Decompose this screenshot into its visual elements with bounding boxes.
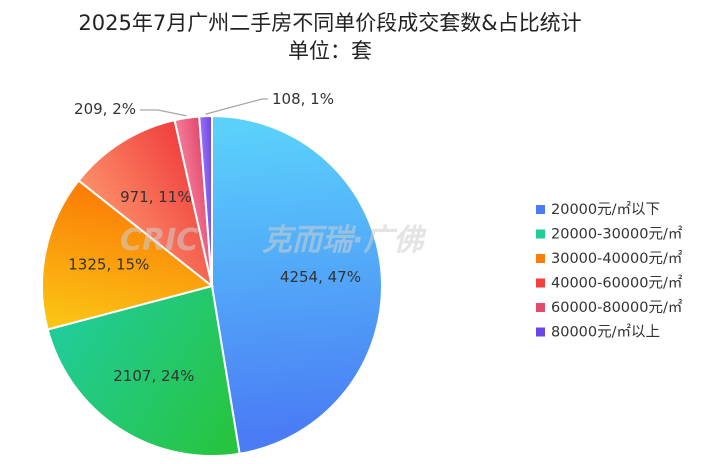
legend-label: 40000-60000元/㎡ (551, 275, 683, 292)
leader-lines (140, 98, 268, 117)
legend-swatch (536, 254, 545, 263)
data-label: 1325, 15% (68, 256, 149, 274)
legend-swatch (536, 327, 545, 337)
legend-label: 60000-80000元/㎡ (551, 299, 683, 316)
pie-slice (211, 114, 383, 455)
data-label: 209, 2% (74, 100, 136, 118)
legend-label: 80000元/㎡以上 (551, 324, 660, 341)
pie-slice (198, 114, 213, 287)
legend-swatch (536, 278, 545, 288)
data-label: 108, 1% (272, 90, 334, 108)
chart-title: 2025年7月广州二手房不同单价段成交套数&占比统计 (78, 11, 581, 35)
data-label: 971, 11% (120, 188, 192, 206)
data-label: 2107, 24% (113, 367, 194, 385)
leader-line (140, 109, 187, 117)
watermark-text: 克而瑞·广佛 (262, 223, 427, 258)
watermark-logo: CRIC (120, 223, 198, 258)
pie-slice (77, 118, 214, 289)
watermark: CRIC 克而瑞·广佛 (120, 223, 427, 258)
legend-label: 20000-30000元/㎡ (551, 226, 683, 243)
data-label: 4254, 47% (280, 268, 361, 286)
legend-swatch (536, 229, 545, 239)
legend-label: 20000元/㎡以下 (551, 201, 660, 218)
legend: 20000元/㎡以下 20000-30000元/㎡ 30000-40000元/㎡ 40… (536, 201, 683, 341)
legend-swatch (536, 205, 545, 214)
chart-subtitle: 单位：套 (288, 39, 372, 63)
legend-label: 30000-40000元/㎡ (551, 250, 683, 267)
legend-swatch (536, 303, 545, 312)
pie-slice (46, 284, 241, 457)
data-labels: 4254, 47% 2107, 24% 1325, 15% 971, 11% 209, … (68, 90, 361, 385)
pie-slices (41, 114, 383, 457)
pie-slice (41, 179, 215, 331)
leader-line (205, 98, 268, 115)
